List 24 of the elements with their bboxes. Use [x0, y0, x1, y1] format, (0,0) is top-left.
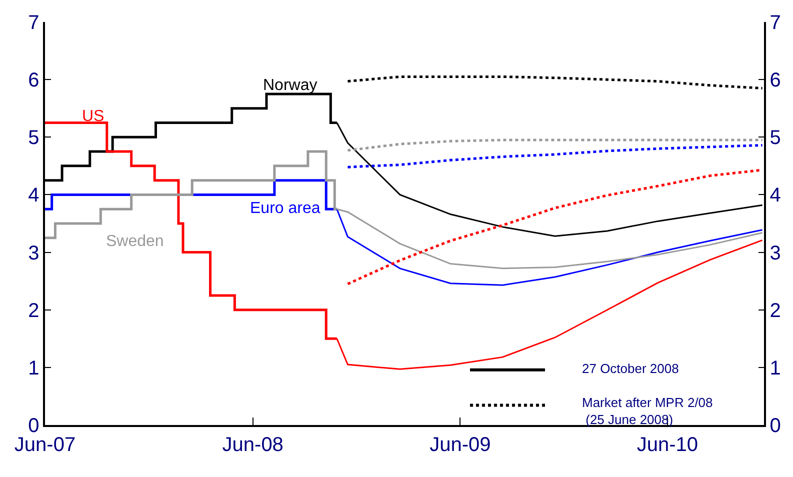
y-tick-label: 5	[28, 127, 40, 150]
y2-tick-label: 6	[770, 70, 781, 92]
y2-tick-label: 1	[770, 357, 781, 380]
y2-tick-label: 2	[770, 300, 781, 322]
series-label: Euro area	[250, 200, 320, 217]
series-label: US	[82, 108, 104, 125]
y2-tick-label: 5	[770, 127, 781, 150]
y2-tick-label: 0	[770, 415, 781, 437]
series-label: Sweden	[106, 233, 164, 250]
annotation: 27 October 2008	[582, 361, 679, 376]
x-tick-label: Jun-08	[222, 434, 284, 456]
y-tick-label: 2	[28, 300, 40, 322]
y2-tick-label: 4	[770, 184, 781, 207]
x-tick-label: Jun-10	[636, 434, 698, 456]
y-tick-label: 1	[28, 357, 40, 380]
y2-tick-label: 3	[770, 242, 781, 264]
x-tick-label: Jun-09	[430, 434, 491, 456]
y-tick-label: 3	[28, 242, 40, 264]
y2-tick-label: 7	[770, 12, 781, 34]
annotation: Market after MPR 2/08 (25 June 2008)	[582, 395, 713, 427]
y-tick-label: 7	[28, 12, 40, 34]
y-tick-label: 4	[28, 184, 40, 207]
y-tick-label: 6	[28, 70, 40, 92]
series-label: Norway	[263, 77, 318, 94]
